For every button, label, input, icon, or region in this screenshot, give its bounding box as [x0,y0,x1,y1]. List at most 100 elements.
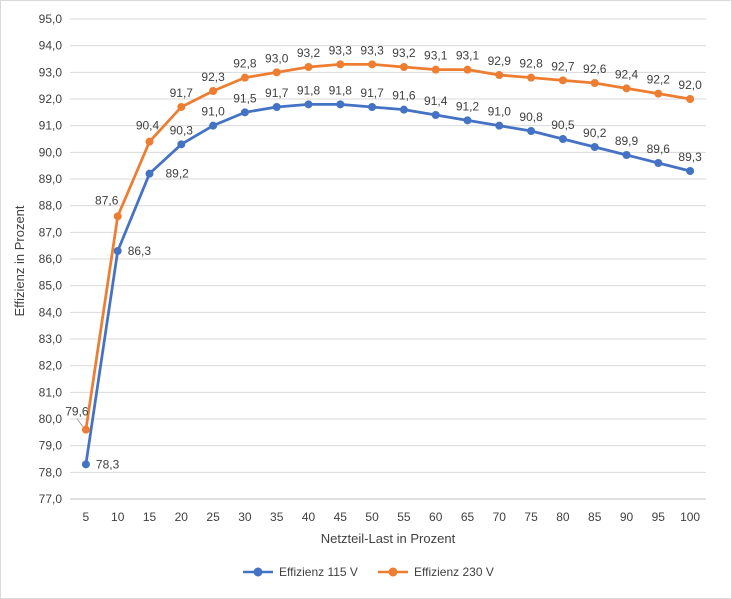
data-point[interactable] [272,68,281,77]
data-point[interactable] [272,103,281,111]
series-line-230v [84,62,691,430]
data-point[interactable] [304,63,313,71]
data-point[interactable] [590,79,599,87]
data-label-230v: 92,2 [647,73,671,87]
data-point[interactable] [527,73,536,82]
data-point[interactable] [463,116,472,125]
data-point[interactable] [240,73,249,82]
data-label-115v: 90,2 [583,126,607,140]
data-point[interactable] [431,65,440,74]
data-point[interactable] [81,425,90,434]
data-label-230v: 92,8 [233,57,257,71]
data-label-230v: 93,2 [392,46,416,60]
data-label-115v: 89,6 [647,142,671,156]
data-point[interactable] [177,140,186,149]
data-label-115v: 90,3 [170,123,194,137]
data-label-230v: 92,8 [519,57,543,71]
data-label-115v: 90,5 [551,118,575,132]
legend-item-115v[interactable]: Effizienz 115 V [243,565,358,579]
data-label-230v: 79,6 [65,405,89,419]
data-label-230v: 91,7 [170,86,194,100]
y-tick-label: 94,0 [39,39,63,53]
x-tick-label: 75 [524,510,538,524]
data-point[interactable] [81,460,90,469]
data-label-230v: 92,0 [678,78,702,92]
data-label-230v: 93,3 [360,43,384,57]
data-label-230v: 92,3 [201,70,225,84]
data-label-115v: 89,2 [166,167,190,181]
data-point[interactable] [622,84,631,93]
data-point[interactable] [431,111,440,119]
data-label-115v: 91,8 [297,83,321,97]
x-tick-label: 30 [238,510,252,524]
data-point[interactable] [177,103,186,111]
data-point[interactable] [495,121,504,130]
data-point[interactable] [622,151,631,159]
data-point[interactable] [399,63,408,71]
x-tick-label: 45 [334,510,348,524]
data-point[interactable] [145,169,154,178]
data-point[interactable] [368,60,377,69]
data-labels: 78,3 86,3 89,2 90,3 91,0 91,5 91,7 91,8 91,8 91,7… [65,43,702,471]
data-point[interactable] [336,100,345,109]
data-point[interactable] [113,247,122,255]
data-label-230v: 93,1 [456,49,480,63]
series-group [81,60,695,469]
y-tick-label: 92,0 [39,92,63,106]
legend-item-230v[interactable]: Effizienz 230 V [378,565,494,579]
y-tick-label: 80,0 [39,412,63,426]
data-point[interactable] [240,108,249,117]
x-tick-label: 60 [429,510,443,524]
x-axis-title: Netzteil-Last in Prozent [321,531,456,546]
data-point[interactable] [399,105,408,114]
data-point[interactable] [558,76,567,85]
data-label-230v: 93,1 [424,49,448,63]
data-point[interactable] [368,103,377,111]
data-label-115v: 91,6 [392,89,416,103]
data-point[interactable] [209,87,218,95]
x-tick-label: 35 [270,510,284,524]
y-tick-label: 82,0 [39,359,63,373]
data-label-115v: 91,5 [233,91,257,105]
legend-label-115v: Effizienz 115 V [279,565,358,579]
data-point[interactable] [590,143,599,151]
data-point[interactable] [113,212,122,221]
data-point[interactable] [336,60,345,69]
data-point[interactable] [558,135,567,143]
x-tick-label: 90 [620,510,634,524]
x-tick-label: 100 [680,510,700,524]
data-point[interactable] [527,127,536,135]
x-tick-label: 5 [83,510,90,524]
label-leader-line [76,418,84,427]
x-tick-label: 55 [397,510,411,524]
x-axis-ticks: 5 10 15 20 25 30 35 40 45 50 55 60 65 70 75 80 85 90 95 100 [83,510,701,524]
data-label-115v: 91,4 [424,94,448,108]
x-tick-label: 10 [111,510,125,524]
data-point[interactable] [209,121,218,130]
y-tick-label: 89,0 [39,172,63,186]
data-point[interactable] [686,167,695,175]
x-tick-label: 65 [461,510,475,524]
data-label-230v: 93,2 [297,46,321,60]
x-tick-label: 20 [175,510,189,524]
data-point[interactable] [686,95,695,103]
data-point[interactable] [654,159,663,167]
data-label-115v: 91,2 [456,99,480,113]
y-tick-label: 91,0 [39,119,63,133]
data-point[interactable] [654,89,663,98]
x-tick-label: 85 [588,510,602,524]
data-point[interactable] [463,65,472,74]
y-tick-label: 90,0 [39,145,63,159]
data-point[interactable] [304,100,313,109]
data-point[interactable] [145,137,154,146]
series-line-115v [84,102,691,465]
data-label-115v: 91,0 [488,105,512,119]
y-tick-label: 95,0 [39,12,63,26]
data-label-115v: 91,0 [201,105,225,119]
data-point[interactable] [495,71,504,79]
data-label-115v: 89,9 [615,134,639,148]
data-label-230v: 90,4 [136,119,160,133]
y-tick-label: 77,0 [39,492,63,506]
legend-marker-115v [253,567,263,577]
